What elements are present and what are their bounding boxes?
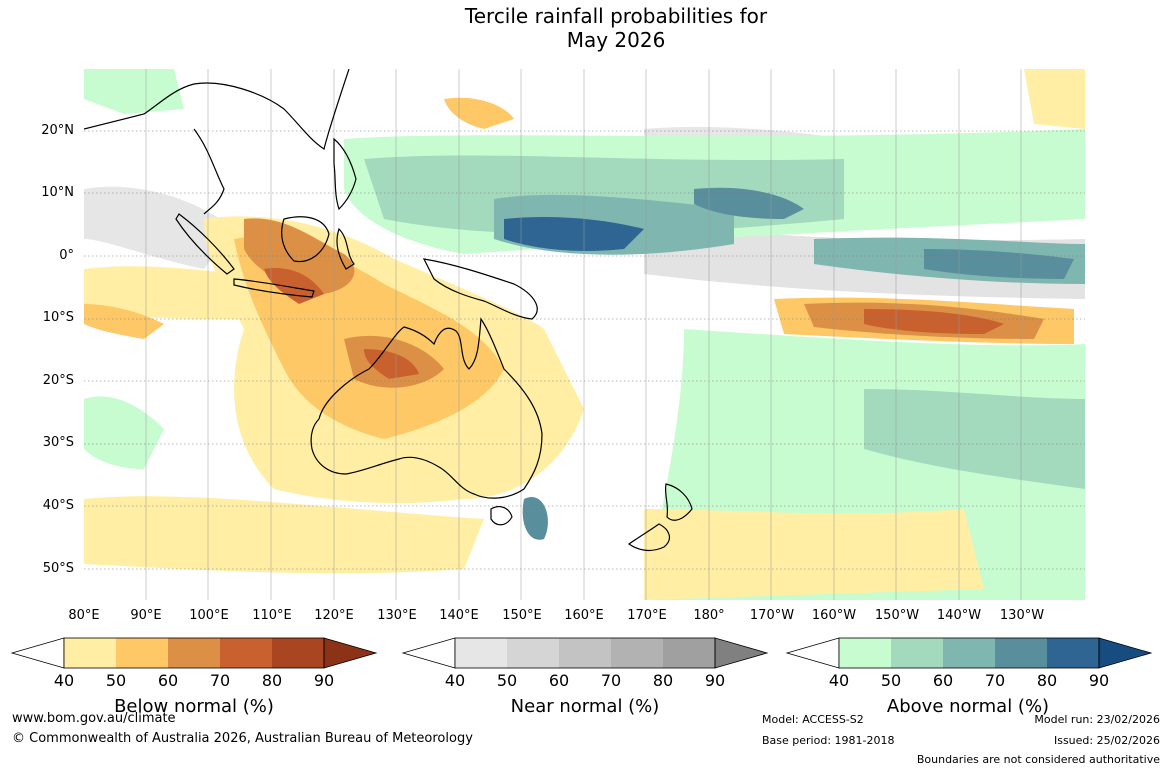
above-normal-title: Above normal (%) [886,696,1050,717]
above-normal-bin-70 [995,638,1047,668]
lat-label-30s: 30°S [42,435,74,450]
below-normal-lower-extend [10,637,65,669]
lat-label-20s: 20°S [42,373,74,388]
below-tick-60: 60 [157,671,179,690]
above-normal-bin-50 [891,638,943,668]
lon-label-110e: 110°E [252,608,292,623]
below-tick-90: 90 [313,671,335,690]
near-normal-title: Near normal (%) [510,696,660,717]
borneo-coastline [281,216,330,263]
lon-label-130e: 130°E [377,608,417,623]
lon-label-130w: 130°W [999,608,1045,623]
below-normal-bin-80 [272,638,324,668]
sumatra-coastline [175,213,235,275]
lon-label-160e: 160°E [564,608,604,623]
above-normal-bin-60 [943,638,995,668]
meridians [145,69,1022,600]
lat-label-0: 0° [59,248,74,263]
below-normal-bin-60 [168,638,220,668]
below-normal-bin-70 [220,638,272,668]
above-tick-40: 40 [828,671,850,690]
base-period-text: Base period: 1981-2018 [762,734,895,747]
above-tick-80: 80 [1036,671,1058,690]
lat-label-20n: 20°N [41,123,74,138]
lon-label-180: 180° [693,608,725,623]
near-normal-lower-extend [401,637,456,669]
lon-label-160w: 160°W [811,608,857,623]
above-normal-lower-extend [785,637,840,669]
below-tick-80: 80 [261,671,283,690]
near-normal-upper-extend [715,638,767,668]
near-tick-50: 50 [496,671,518,690]
near-tick-80: 80 [652,671,674,690]
lon-label-150e: 150°E [502,608,542,623]
rainfall-probability-map [84,69,1085,600]
lat-label-50s: 50°S [42,561,74,576]
lon-label-170w: 170°W [749,608,795,623]
bom-url[interactable]: www.bom.gov.au/climate [12,711,176,726]
lat-label-10s: 10°S [42,310,74,325]
above-tick-50: 50 [880,671,902,690]
lon-label-150w: 150°W [874,608,920,623]
disclaimer-text: Boundaries are not considered authoritat… [916,753,1160,766]
near-tick-70: 70 [600,671,622,690]
above-normal-bin-80 [1047,638,1099,668]
lon-label-100e: 100°E [189,608,229,623]
model-run-text: Model run: 23/02/2026 [1034,713,1160,726]
map-title: Tercile rainfall probabilities for May 2… [0,4,1173,52]
above-normal-upper-extend [1099,638,1151,668]
lon-label-90e: 90°E [130,608,162,623]
new-guinea-coastline [422,258,538,320]
title-line-1: Tercile rainfall probabilities for [464,4,768,28]
title-line-2: May 2026 [566,28,666,52]
below-tick-40: 40 [53,671,75,690]
above-tick-60: 60 [932,671,954,690]
coastlines [84,69,693,552]
above-normal-bin-40 [839,638,891,668]
copyright-text: © Commonwealth of Australia 2026, Austra… [12,731,473,746]
java-coastline [233,278,315,298]
below-normal-bin-50 [116,638,168,668]
below-tick-70: 70 [209,671,231,690]
below-normal-upper-extend [324,638,376,668]
graticule [84,130,1085,570]
near-normal-bin-70 [611,638,663,668]
model-text: Model: ACCESS-S2 [762,713,864,726]
near-tick-40: 40 [444,671,466,690]
lon-label-140e: 140°E [439,608,479,623]
near-tick-60: 60 [548,671,570,690]
below-normal-colorbar [10,637,378,669]
sulawesi-coastline [336,227,355,270]
near-normal-bin-60 [559,638,611,668]
near-normal-bin-50 [507,638,559,668]
near-tick-90: 90 [704,671,726,690]
lat-label-40s: 40°S [42,498,74,513]
lon-label-140w: 140°W [936,608,982,623]
below-normal-bin-40 [64,638,116,668]
australia-coastline [310,317,543,499]
new-zealand-south-coastline [627,523,671,552]
near-normal-colorbar [401,637,769,669]
issued-text: Issued: 25/02/2026 [1053,734,1160,747]
lon-label-80e: 80°E [68,608,100,623]
above-normal-regions [84,69,1085,600]
lon-label-170e: 170°E [627,608,667,623]
above-tick-70: 70 [984,671,1006,690]
lat-label-10n: 10°N [41,185,74,200]
asia-coastline [84,69,350,215]
new-zealand-north-coastline [664,483,693,521]
near-normal-bin-80 [663,638,715,668]
near-normal-bin-40 [455,638,507,668]
philippines-coastline [333,137,357,211]
above-normal-colorbar [785,637,1153,669]
lon-label-120e: 120°E [314,608,354,623]
below-normal-title: Below normal (%) [114,696,274,717]
below-tick-50: 50 [105,671,127,690]
tasmania-coastline [490,506,513,526]
above-tick-90: 90 [1088,671,1110,690]
